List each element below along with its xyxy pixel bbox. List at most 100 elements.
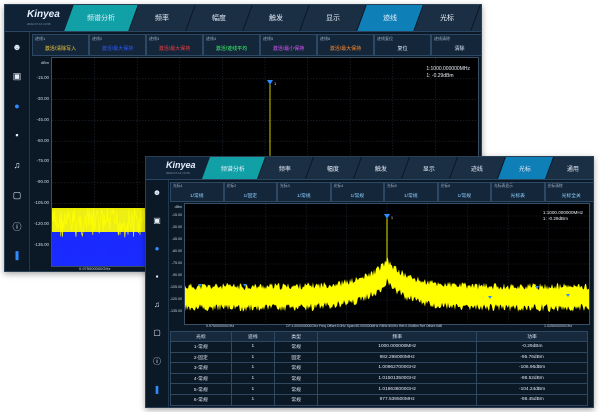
readout-power: 1: -0.29dBm: [542, 216, 568, 221]
softkey-title: 光标6: [440, 184, 451, 188]
tab-3[interactable]: 触发: [353, 157, 411, 179]
softkey-label: 激活/最小保持: [272, 46, 305, 52]
tab-label: 光标: [519, 166, 532, 173]
window-icon[interactable]: ▢: [12, 190, 22, 200]
softkey-label: 激活/最大保持: [158, 46, 191, 52]
softkey-3[interactable]: 迹线3 激活/最大保持: [146, 34, 203, 56]
tab-5[interactable]: 迹线: [357, 5, 424, 31]
y-tick-label: -105.00: [34, 199, 49, 205]
tab-4[interactable]: 显示: [300, 5, 367, 31]
save-icon[interactable]: ▪: [15, 130, 19, 140]
column-header: 功率: [476, 331, 588, 342]
table-row[interactable]: 1-常规 1 常规 1000.000000MHz -0.29dBm: [170, 341, 588, 353]
table-cell: 1: [230, 362, 276, 374]
softkey-6[interactable]: 光标6 1/常规: [437, 182, 491, 202]
table-cell: 1: [230, 341, 276, 353]
smiley-icon[interactable]: ☻: [152, 188, 162, 197]
y-tick-label: -45.00: [171, 236, 182, 241]
y-tick-label: -75.00: [171, 260, 182, 265]
toggle-icon[interactable]: ●: [14, 101, 20, 111]
tab-label: 幅度: [327, 166, 340, 173]
softkey-label: 1/常规: [457, 194, 472, 199]
layers-icon[interactable]: ▣: [153, 216, 161, 225]
layers-icon[interactable]: ▣: [12, 71, 22, 81]
y-tick-label: -30.00: [171, 224, 182, 229]
softkey-title: 光标清除: [547, 184, 563, 188]
softkey-title: 迹线5: [263, 36, 274, 41]
tab-6[interactable]: 光标: [497, 157, 555, 179]
softkey-5[interactable]: 光标5 1/常规: [384, 182, 438, 202]
table-cell: -104.24dBm: [476, 383, 588, 395]
tab-1[interactable]: 频率: [129, 5, 196, 31]
stop-freq-label: 1.025000000GHz: [544, 324, 573, 328]
table-cell: 4-常规: [170, 372, 232, 385]
marker-3: [198, 284, 202, 287]
tab-2[interactable]: 幅度: [305, 157, 363, 179]
softkey-1[interactable]: 迹线1 激活/清除写入: [32, 34, 89, 56]
softkey-7[interactable]: 光标表显示 光标表: [491, 182, 545, 202]
softkey-title: 光标4: [333, 184, 344, 188]
music-icon[interactable]: ♫: [154, 300, 160, 309]
y-tick-label: -15.00: [36, 75, 49, 81]
marker-6: [566, 294, 570, 297]
tab-label: 幅度: [212, 15, 226, 22]
brand-icon[interactable]: ❚: [153, 385, 161, 394]
marker-table: 光标 迹线 类型 频率 功率 1-常规 1 常规 1000.000000MHz -0.29dBm 2…: [170, 331, 588, 406]
tab-3[interactable]: 触发: [243, 5, 310, 31]
softkey-4[interactable]: 光标4 1/常规: [330, 182, 384, 202]
table-row[interactable]: 2-固定 1 固定 982.298000MHz -95.76dBm: [170, 351, 588, 364]
softkey-6[interactable]: 迹线6 激活/最大保持: [317, 34, 374, 56]
y-tick-label: -90.00: [171, 272, 182, 277]
top-bar: Kinyea 2022-07-13 13:06 频谱分析 频率 幅度 触发 显示 迹线 光标…: [5, 5, 481, 32]
softkey-7[interactable]: 迹线复位 复位: [374, 34, 431, 56]
tab-1[interactable]: 频率: [257, 157, 315, 179]
softkey-8[interactable]: 迹线清除 清除: [431, 34, 481, 56]
table-cell: 2-固定: [170, 351, 232, 364]
spectrum-canvas: 1: [185, 204, 589, 324]
softkey-title: 迹线清除: [434, 36, 450, 41]
y-tick-label: -60.00: [171, 248, 182, 253]
save-icon[interactable]: ▪: [155, 272, 159, 281]
y-tick-label: -105.00: [169, 284, 182, 289]
music-icon[interactable]: ♫: [13, 160, 21, 170]
table-cell: 常规: [274, 362, 319, 374]
softkey-title: 光标3: [280, 184, 290, 188]
tab-label: 频谱分析: [87, 15, 115, 22]
tab-spectrum-analysis[interactable]: 频谱分析: [64, 5, 139, 31]
table-row[interactable]: 5-常规 1 常规 1.019638000GHz -104.24dBm: [170, 383, 588, 395]
marker-1-label: 1: [391, 216, 393, 220]
tab-spectrum-analysis[interactable]: 频谱分析: [201, 157, 267, 179]
softkey-title: 迹线6: [320, 36, 331, 41]
softkey-title: 迹线4: [206, 36, 217, 41]
softkey-1[interactable]: 光标1 1/常规: [170, 182, 224, 202]
tab-4[interactable]: 显示: [401, 157, 459, 179]
softkey-4[interactable]: 迹线4 激活/迹线平均: [203, 34, 260, 56]
softkey-3[interactable]: 光标3 1/常规: [277, 182, 331, 202]
tab-5[interactable]: 迹线: [449, 157, 507, 179]
tab-7[interactable]: 通用: [545, 157, 593, 179]
window-icon[interactable]: ▢: [153, 328, 161, 337]
tab-label: 迹线: [471, 166, 484, 173]
table-row[interactable]: 4-常规 1 常规 1.015013500GHz -98.52dBm: [170, 372, 588, 385]
brand-icon[interactable]: ❚: [13, 250, 21, 260]
table-row[interactable]: 6-常规 1 常规 977.539500MHz -98.45dBm: [170, 393, 588, 406]
y-tick-label: -30.00: [36, 95, 49, 101]
tab-2[interactable]: 幅度: [186, 5, 253, 31]
timestamp: 2022-07-13 13:29: [166, 171, 190, 175]
info-icon[interactable]: ⓘ: [153, 357, 161, 366]
tab-label: 通用: [567, 166, 580, 173]
softkey-2[interactable]: 迹线2 激活/最大保持: [89, 34, 146, 56]
toggle-icon[interactable]: ●: [154, 244, 160, 253]
softkey-5[interactable]: 迹线5 激活/最小保持: [260, 34, 317, 56]
softkey-8[interactable]: 光标清除 光标全关: [544, 182, 593, 202]
table-cell: 常规: [274, 372, 319, 385]
tab-6[interactable]: 光标: [414, 5, 481, 31]
y-tick-label: -120.00: [169, 296, 182, 301]
table-cell: -98.52dBm: [476, 372, 588, 385]
info-icon[interactable]: ⓘ: [12, 222, 22, 232]
smiley-icon[interactable]: ☻: [12, 42, 22, 52]
table-row[interactable]: 3-常规 1 常规 1.009627000GHz -106.96dBm: [170, 362, 588, 374]
softkey-2[interactable]: 光标2 1/固定: [223, 182, 277, 202]
spectrum-plot: 1 1:1000.000000MHz 1: -0.29dBm: [184, 203, 590, 325]
y-tick-label: -120.00: [34, 220, 49, 226]
